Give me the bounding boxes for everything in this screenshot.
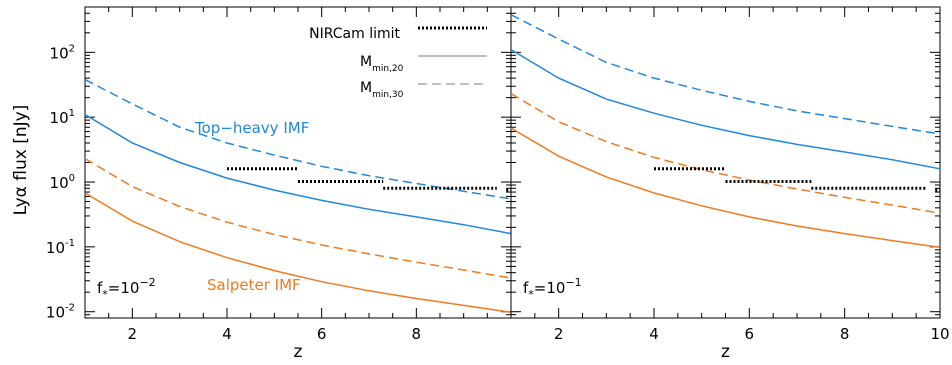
series-topheavy-mmin20 bbox=[510, 48, 941, 170]
x-tick-label: 6 bbox=[745, 325, 755, 343]
x-tick-label: 8 bbox=[840, 325, 850, 343]
legend-label-mmin30: Mmin,30 bbox=[360, 80, 404, 100]
series-salpeter-mmin30 bbox=[510, 93, 941, 214]
x-tick-label: 4 bbox=[649, 325, 659, 343]
fstar-label: f*=10−2 bbox=[97, 276, 156, 301]
x-axis-title: z bbox=[294, 342, 303, 362]
series-salpeter-mmin20 bbox=[510, 127, 941, 249]
y-tick-label: 101 bbox=[50, 108, 75, 127]
y-tick-label: 10-1 bbox=[46, 238, 75, 257]
legend-label-mmin30-sub: min,30 bbox=[372, 90, 404, 100]
panel-frame bbox=[84, 6, 512, 319]
series-topheavy-mmin30 bbox=[84, 78, 512, 200]
x-tick-label: 6 bbox=[317, 325, 327, 343]
x-tick-label: 2 bbox=[128, 325, 138, 343]
y-tick-label: 100 bbox=[50, 173, 75, 192]
annotation-topheavy-imf: Top−heavy IMF bbox=[194, 119, 309, 137]
fstar-label: f*=10−1 bbox=[523, 276, 582, 301]
legend-label-nircam: NIRCam limit bbox=[309, 26, 400, 42]
x-tick-label: 2 bbox=[554, 325, 564, 343]
panel-1: 2 4 6 8 10-2 10-1 100 101 102 z f*=10−2 bbox=[46, 6, 512, 362]
y-axis-title: Lyα flux [nJy] bbox=[11, 105, 31, 216]
panel-frame bbox=[510, 6, 941, 319]
x-tick-label: 8 bbox=[412, 325, 422, 343]
series-salpeter-mmin20 bbox=[84, 192, 512, 314]
x-axis-title: z bbox=[721, 342, 730, 362]
y-tick-label: 10-2 bbox=[46, 303, 75, 322]
legend-label-mmin30-base: M bbox=[360, 80, 372, 96]
legend-label-mmin20: Mmin,20 bbox=[360, 54, 404, 74]
series-topheavy-mmin30 bbox=[510, 14, 941, 135]
panel-2: 2 4 6 8 10 z f*=10−1 bbox=[510, 6, 950, 362]
legend: NIRCam limit Mmin,20 Mmin,30 bbox=[309, 26, 487, 100]
series-topheavy-mmin20 bbox=[84, 113, 512, 235]
x-tick-label: 10 bbox=[930, 325, 949, 343]
panels: 2 4 6 8 10-2 10-1 100 101 102 z f*=10−2 2 4 6 8 10 z f*=1… bbox=[46, 6, 950, 362]
legend-label-mmin20-sub: min,20 bbox=[372, 64, 404, 74]
series-salpeter-mmin30 bbox=[84, 157, 512, 279]
legend-label-mmin20-base: M bbox=[360, 54, 372, 70]
x-tick-label: 4 bbox=[222, 325, 232, 343]
y-tick-label: 102 bbox=[50, 43, 75, 62]
annotation-salpeter-imf: Salpeter IMF bbox=[207, 276, 301, 294]
